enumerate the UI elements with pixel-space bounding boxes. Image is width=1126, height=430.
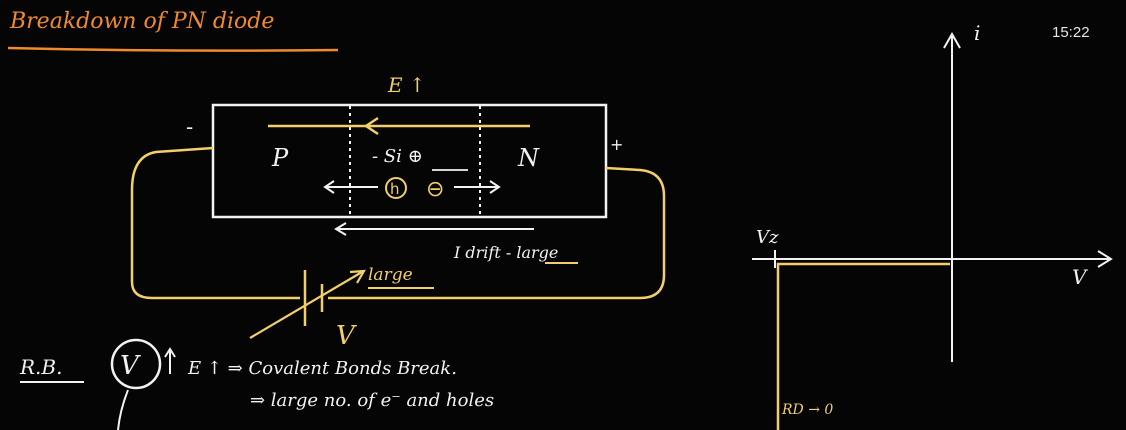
field-label: E ↑ xyxy=(387,73,426,97)
drift-current-label: I drift - large xyxy=(453,243,558,262)
note-line-2: ⇒ large no. of e⁻ and holes xyxy=(250,390,494,411)
variable-battery-arrowhead xyxy=(349,269,367,284)
voltage-up-arrowhead xyxy=(164,347,176,358)
silicon-label: - Si ⊕ xyxy=(372,146,423,167)
lecture-title: Breakdown of PN diode xyxy=(9,9,274,34)
note-line-1: E ↑ ⇒ Covalent Bonds Break. xyxy=(187,358,457,379)
voltage-symbol: V xyxy=(120,351,141,381)
y-axis-label: i xyxy=(974,21,980,45)
plus-terminal: + xyxy=(610,135,623,154)
voltage-circle xyxy=(110,338,162,390)
x-axis-arrowhead xyxy=(1097,250,1113,268)
hole-symbol: h xyxy=(390,180,400,198)
electron-symbol: ⊖ xyxy=(426,177,444,202)
title-underline xyxy=(7,46,339,52)
y-axis-arrowhead xyxy=(943,31,961,49)
hole-circle xyxy=(385,177,407,199)
p-region-label: P xyxy=(271,144,289,172)
reverse-characteristic-curve xyxy=(776,262,950,430)
electron-arrowhead xyxy=(489,180,501,194)
vz-label: Vz xyxy=(756,227,779,248)
n-region-label: N xyxy=(517,144,540,172)
x-axis-label: V xyxy=(1072,265,1089,289)
diode-box xyxy=(211,103,608,219)
variable-battery-arrow xyxy=(249,271,363,339)
circuit-wire xyxy=(130,146,666,300)
note-pointer-line xyxy=(117,389,129,430)
minus-terminal: - xyxy=(186,115,193,139)
reverse-bias-label: R.B. xyxy=(19,355,62,379)
battery-large-label: large xyxy=(368,265,413,285)
video-timestamp: 15:22 xyxy=(1052,24,1090,41)
hole-arrowhead xyxy=(323,180,335,194)
rd-label: RD → 0 xyxy=(781,402,833,418)
internal-field-arrowhead xyxy=(363,116,379,136)
drift-current-arrowhead xyxy=(334,222,347,236)
battery-voltage-label: V xyxy=(336,321,357,351)
